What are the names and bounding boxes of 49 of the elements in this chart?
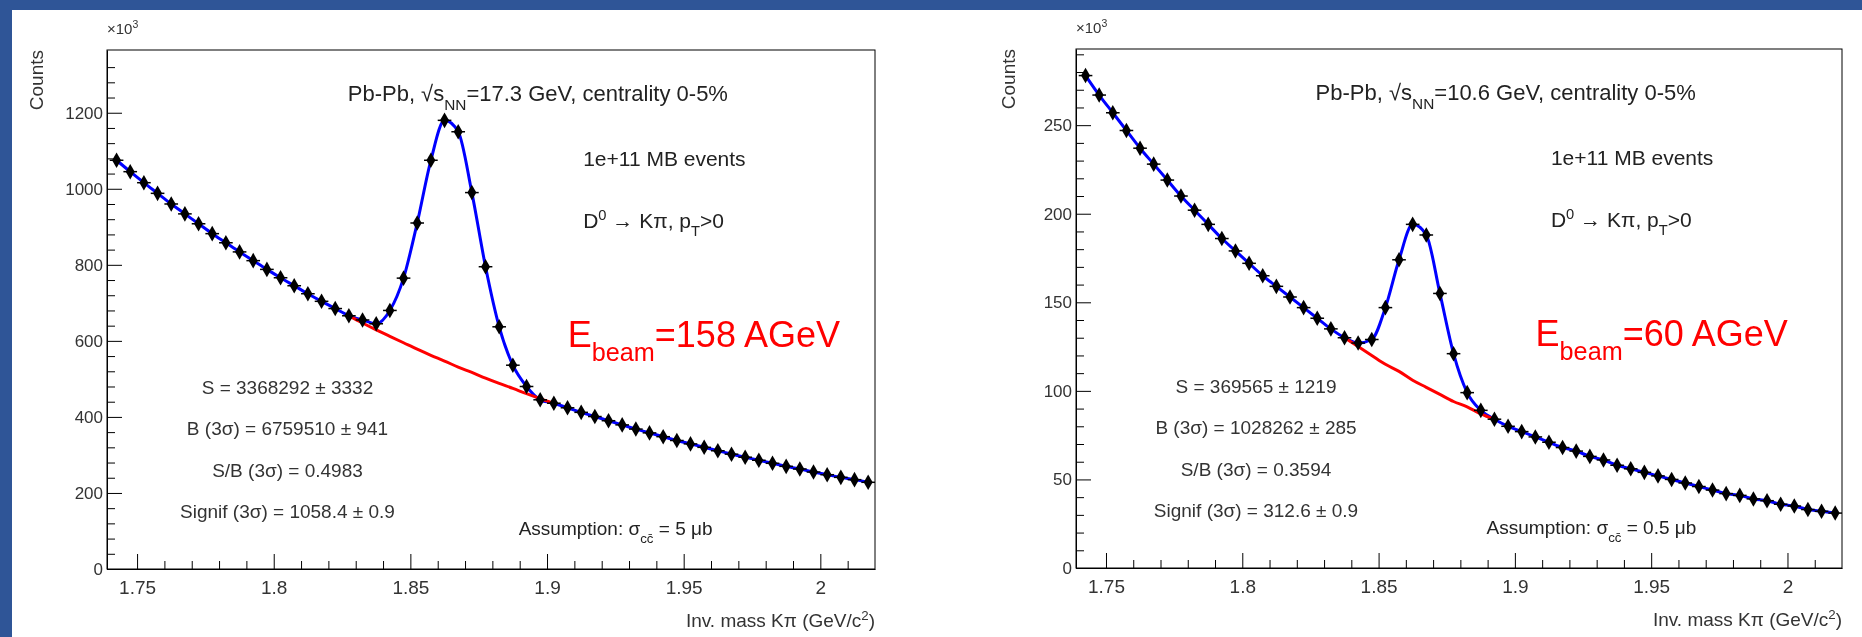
- annotation: Signif (3σ) = 312.6 ± 0.9: [1153, 500, 1359, 522]
- x-tick-label: 1.9: [534, 577, 561, 599]
- x-axis-title: Inv. mass Kπ (GeV/c$^{2}$): [1652, 606, 1842, 630]
- y-tick-label: 0: [1062, 558, 1072, 578]
- text: Pb-Pb, √s$_{NN}$=17.3 GeV, centrality 0-5%: [347, 80, 728, 113]
- annotation: Signif (3σ) = 1058.4 ± 0.9: [180, 501, 395, 523]
- annotation: 1e+11 MB events: [1550, 146, 1714, 170]
- y-tick-label: 600: [74, 331, 103, 351]
- y-tick-label: 0: [93, 559, 103, 579]
- y-tick-label: 800: [74, 255, 103, 275]
- annotation: S/B (3σ) = 0.3594: [1180, 459, 1332, 481]
- y-axis-title: Counts: [26, 50, 48, 111]
- annotation: Assumption: σ$_{cc̄}$ = 5 μb: [518, 518, 713, 546]
- y-tick-label: 50: [1053, 470, 1072, 490]
- y-tick-label: 100: [1043, 381, 1072, 401]
- y-tick-label: 400: [74, 407, 103, 427]
- text: Pb-Pb, √s$_{NN}$=10.6 GeV, centrality 0-5%: [1315, 79, 1696, 112]
- x-tick-label: 2: [1782, 576, 1794, 598]
- annotation: B (3σ) = 6759510 ± 941: [186, 418, 389, 440]
- x-tick-label: 1.95: [665, 577, 703, 599]
- x-tick-label: 1.85: [1360, 576, 1398, 598]
- y-tick-label: 200: [1043, 204, 1072, 224]
- x-tick-label: 1.8: [261, 577, 288, 599]
- y-tick-label: 250: [1043, 116, 1072, 136]
- annotation: B (3σ) = 1028262 ± 285: [1155, 417, 1357, 439]
- x-tick-label: 1.95: [1633, 576, 1671, 598]
- annotation: 1e+11 MB events: [583, 147, 746, 171]
- annotation: E$_{beam}$=60 AGeV: [1535, 312, 1788, 365]
- y-tick-label: 1000: [65, 179, 103, 199]
- x-tick-label: 1.85: [392, 577, 430, 599]
- annotation: D$^{0}$ → Kπ, p$_{T}$>0: [1550, 206, 1692, 239]
- x-tick-label: 1.8: [1229, 576, 1256, 598]
- x-axis-title: Inv. mass Kπ (GeV/c$^{2}$): [685, 607, 875, 631]
- x-tick-label: 1.9: [1502, 576, 1529, 598]
- annotation: D$^{0}$ → Kπ, p$_{T}$>0: [583, 207, 724, 240]
- annotation: S = 3368292 ± 3332: [201, 377, 374, 399]
- x-tick-label: 1.75: [119, 577, 157, 599]
- text: ×10$^{3}$: [107, 18, 139, 38]
- y-tick-label: 200: [74, 483, 103, 503]
- x-tick-label: 2: [815, 577, 827, 599]
- text: ×10$^{3}$: [1076, 17, 1108, 37]
- y-tick-label: 1200: [65, 103, 103, 123]
- annotation: Assumption: σ$_{cc̄}$ = 0.5 μb: [1486, 517, 1697, 545]
- annotation: S/B (3σ) = 0.4983: [212, 460, 363, 482]
- x-tick-label: 1.75: [1087, 576, 1125, 598]
- annotation: E$_{beam}$=158 AGeV: [567, 313, 840, 366]
- y-tick-label: 150: [1043, 293, 1072, 313]
- annotation: S = 369565 ± 1219: [1175, 376, 1337, 398]
- y-axis-title: Counts: [998, 49, 1020, 110]
